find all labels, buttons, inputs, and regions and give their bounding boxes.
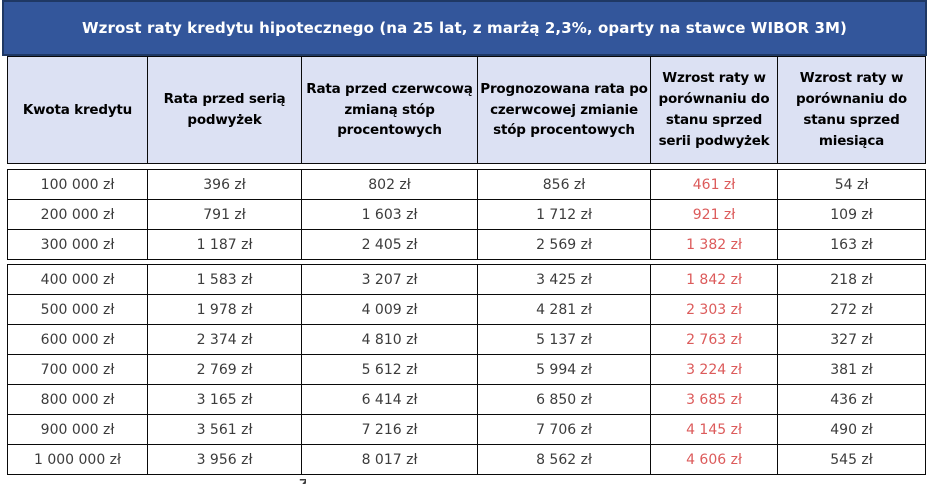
value-cell: 3 956 zł bbox=[147, 444, 302, 475]
loan-amount-cell: 900 000 zł bbox=[7, 414, 148, 445]
loan-amount-cell: 100 000 zł bbox=[7, 169, 148, 200]
value-cell: 8 017 zł bbox=[301, 444, 478, 475]
table-row: 700 000 zł 2 769 zł 5 612 zł 5 994 zł 3 224 … bbox=[7, 354, 926, 385]
value-cell: 1 842 zł bbox=[650, 264, 778, 295]
value-cell: 3 207 zł bbox=[301, 264, 478, 295]
value-cell: 272 zł bbox=[777, 294, 926, 325]
header-row: Kwota kredytu Rata przed serią podwyżek Ra… bbox=[7, 56, 926, 164]
header-cell: Rata przed serią podwyżek bbox=[147, 56, 302, 164]
value-cell: 802 zł bbox=[301, 169, 478, 200]
table-row: 500 000 zł 1 978 zł 4 009 zł 4 281 zł 2 303 … bbox=[7, 294, 926, 325]
value-cell: 2 569 zł bbox=[477, 229, 651, 260]
value-cell: 3 425 zł bbox=[477, 264, 651, 295]
loan-amount-cell: 300 000 zł bbox=[7, 229, 148, 260]
value-cell: 1 382 zł bbox=[650, 229, 778, 260]
table-title: Wzrost raty kredytu hipotecznego (na 25 … bbox=[81, 19, 848, 37]
header-table: Kwota kredytu Rata przed serią podwyżek Ra… bbox=[7, 56, 926, 164]
value-cell: 2 374 zł bbox=[147, 324, 302, 355]
data-table-upper: 100 000 zł 396 zł 802 zł 856 zł 461 zł 54 zł 2… bbox=[7, 169, 926, 260]
value-cell: 436 zł bbox=[777, 384, 926, 415]
value-cell: 109 zł bbox=[777, 199, 926, 230]
value-cell: 545 zł bbox=[777, 444, 926, 475]
value-cell: 5 994 zł bbox=[477, 354, 651, 385]
value-cell: 921 zł bbox=[650, 199, 778, 230]
value-cell: 8 562 zł bbox=[477, 444, 651, 475]
value-cell: 3 561 zł bbox=[147, 414, 302, 445]
table-title-bar: Wzrost raty kredytu hipotecznego (na 25 … bbox=[2, 0, 927, 56]
value-cell: 4 145 zł bbox=[650, 414, 778, 445]
value-cell: 4 810 zł bbox=[301, 324, 478, 355]
value-cell: 6 414 zł bbox=[301, 384, 478, 415]
table-row: 800 000 zł 3 165 zł 6 414 zł 6 850 zł 3 685 … bbox=[7, 384, 926, 415]
value-cell: 3 165 zł bbox=[147, 384, 302, 415]
loan-amount-cell: 1 000 000 zł bbox=[7, 444, 148, 475]
loan-amount-cell: 400 000 zł bbox=[7, 264, 148, 295]
value-cell: 4 606 zł bbox=[650, 444, 778, 475]
header-cell: Rata przed czerwcową zmianą stóp procent… bbox=[301, 56, 478, 164]
value-cell: 3 685 zł bbox=[650, 384, 778, 415]
table-row: 600 000 zł 2 374 zł 4 810 zł 5 137 zł 2 763 … bbox=[7, 324, 926, 355]
header-cell: Wzrost raty w porównaniu do stanu sprzed… bbox=[650, 56, 778, 164]
value-cell: 218 zł bbox=[777, 264, 926, 295]
value-cell: 856 zł bbox=[477, 169, 651, 200]
value-cell: 1 978 zł bbox=[147, 294, 302, 325]
value-cell: 5 137 zł bbox=[477, 324, 651, 355]
loan-amount-cell: 800 000 zł bbox=[7, 384, 148, 415]
value-cell: 4 009 zł bbox=[301, 294, 478, 325]
loan-amount-cell: 700 000 zł bbox=[7, 354, 148, 385]
value-cell: 1 712 zł bbox=[477, 199, 651, 230]
cropped-caption-artifact: Ź bbox=[299, 479, 306, 484]
loan-amount-cell: 200 000 zł bbox=[7, 199, 148, 230]
value-cell: 1 187 zł bbox=[147, 229, 302, 260]
table-row: 300 000 zł 1 187 zł 2 405 zł 2 569 zł 1 382 … bbox=[7, 229, 926, 260]
value-cell: 461 zł bbox=[650, 169, 778, 200]
value-cell: 396 zł bbox=[147, 169, 302, 200]
header-cell: Kwota kredytu bbox=[7, 56, 148, 164]
value-cell: 2 303 zł bbox=[650, 294, 778, 325]
value-cell: 791 zł bbox=[147, 199, 302, 230]
table-row: 200 000 zł 791 zł 1 603 zł 1 712 zł 921 zł 10… bbox=[7, 199, 926, 230]
value-cell: 7 216 zł bbox=[301, 414, 478, 445]
data-table-lower: 400 000 zł 1 583 zł 3 207 zł 3 425 zł 1 842 … bbox=[7, 264, 926, 475]
value-cell: 6 850 zł bbox=[477, 384, 651, 415]
value-cell: 1 583 zł bbox=[147, 264, 302, 295]
header-cell: Prognozowana rata po czerwcowej zmianie … bbox=[477, 56, 651, 164]
value-cell: 1 603 zł bbox=[301, 199, 478, 230]
table-row: 400 000 zł 1 583 zł 3 207 zł 3 425 zł 1 842 … bbox=[7, 264, 926, 295]
value-cell: 5 612 zł bbox=[301, 354, 478, 385]
loan-amount-cell: 600 000 zł bbox=[7, 324, 148, 355]
value-cell: 2 769 zł bbox=[147, 354, 302, 385]
value-cell: 2 405 zł bbox=[301, 229, 478, 260]
loan-amount-cell: 500 000 zł bbox=[7, 294, 148, 325]
table-row: 1 000 000 zł 3 956 zł 8 017 zł 8 562 zł 4 60… bbox=[7, 444, 926, 475]
value-cell: 327 zł bbox=[777, 324, 926, 355]
table-row: 100 000 zł 396 zł 802 zł 856 zł 461 zł 54 zł bbox=[7, 169, 926, 200]
header-cell: Wzrost raty w porównaniu do stanu sprzed… bbox=[777, 56, 926, 164]
value-cell: 3 224 zł bbox=[650, 354, 778, 385]
table-row: 900 000 zł 3 561 zł 7 216 zł 7 706 zł 4 145 … bbox=[7, 414, 926, 445]
value-cell: 7 706 zł bbox=[477, 414, 651, 445]
value-cell: 163 zł bbox=[777, 229, 926, 260]
value-cell: 4 281 zł bbox=[477, 294, 651, 325]
value-cell: 490 zł bbox=[777, 414, 926, 445]
value-cell: 381 zł bbox=[777, 354, 926, 385]
value-cell: 54 zł bbox=[777, 169, 926, 200]
value-cell: 2 763 zł bbox=[650, 324, 778, 355]
